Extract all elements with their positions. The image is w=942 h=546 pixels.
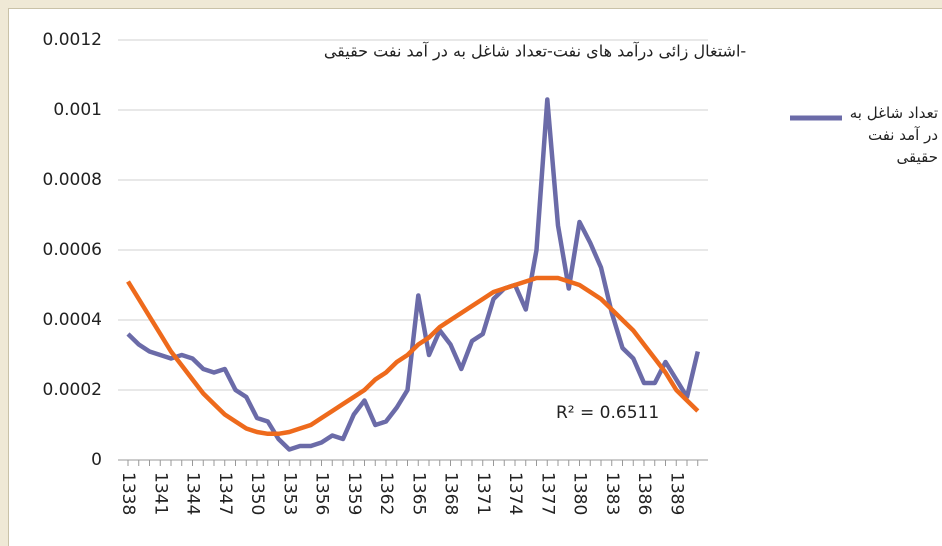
legend-label: تعداد شاغل به در آمد نفت حقیقی — [849, 104, 938, 166]
x-tick-label: 1383 — [602, 472, 622, 515]
x-tick-label: 1338 — [118, 472, 138, 515]
x-tick-label: 1386 — [634, 472, 654, 515]
x-tick-label: 1377 — [537, 472, 557, 515]
x-tick-label: 1350 — [247, 472, 267, 515]
trendline-label: R² = 0.6511 — [556, 403, 659, 423]
x-tick-label: 1389 — [666, 472, 686, 515]
x-tick-label: 1374 — [505, 472, 525, 515]
y-tick-label: 0.0008 — [43, 170, 102, 190]
chart-frame — [8, 8, 942, 546]
x-tick-label: 1347 — [215, 472, 235, 515]
x-tick-label: 1356 — [312, 472, 332, 515]
x-tick-label: 1368 — [441, 472, 461, 515]
x-tick-label: 1341 — [150, 472, 170, 515]
y-tick-label: 0 — [91, 450, 102, 470]
data-line — [126, 97, 700, 452]
y-tick-label: 0.0012 — [43, 30, 102, 50]
y-tick-label: 0.001 — [53, 100, 102, 120]
x-tick-label: 1353 — [279, 472, 299, 515]
y-tick-label: 0.0004 — [43, 310, 102, 330]
y-tick-label: 0.0006 — [43, 240, 102, 260]
x-tick-label: 1359 — [344, 472, 364, 515]
y-tick-label: 0.0002 — [43, 380, 102, 400]
x-tick-label: 1365 — [408, 472, 428, 515]
chart-title: -اشتغال زائی درآمد های نفت-تعداد شاغل به… — [324, 42, 746, 62]
x-tick-label: 1371 — [473, 472, 493, 515]
x-tick-label: 1362 — [376, 472, 396, 515]
x-tick-label: 1344 — [183, 472, 203, 515]
trendline — [126, 275, 700, 437]
x-tick-label: 1380 — [570, 472, 590, 515]
